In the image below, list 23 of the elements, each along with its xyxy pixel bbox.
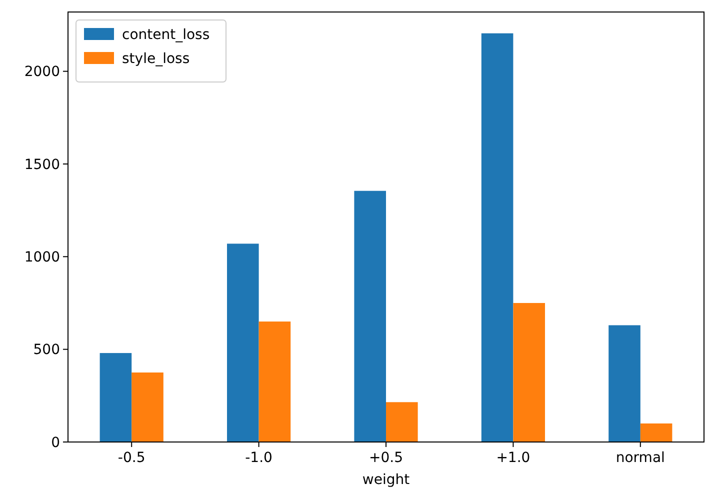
legend-label: style_loss	[122, 50, 190, 67]
bar	[258, 322, 291, 442]
bar	[481, 33, 514, 442]
bar	[608, 325, 640, 442]
x-tick-label: -1.0	[245, 450, 272, 466]
y-tick-label: 2000	[24, 64, 60, 80]
bar	[354, 190, 386, 442]
x-axis-title: weight	[362, 472, 410, 488]
bar	[227, 244, 259, 442]
bar	[100, 353, 132, 442]
bar	[386, 402, 418, 442]
x-tick-label: +0.5	[369, 450, 403, 466]
bar	[132, 372, 164, 442]
bar	[513, 302, 545, 442]
x-tick-label: normal	[616, 450, 665, 466]
y-tick-label: 1000	[24, 250, 60, 266]
y-tick-label: 500	[33, 342, 60, 358]
x-tick-label: -0.5	[118, 450, 146, 466]
legend-label: content_loss	[122, 26, 210, 43]
x-tick-label: +1.0	[496, 450, 530, 466]
y-tick-label: 1500	[24, 156, 60, 173]
bar	[640, 423, 672, 442]
y-tick-label: 0	[51, 434, 60, 451]
